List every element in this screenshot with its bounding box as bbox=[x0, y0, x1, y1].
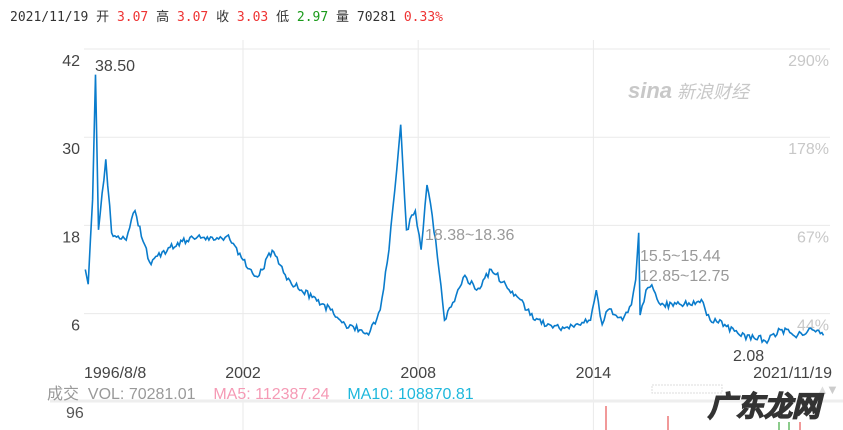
range-slider[interactable] bbox=[651, 384, 723, 394]
x-tick-label: 2002 bbox=[225, 365, 261, 382]
price-line bbox=[84, 74, 825, 345]
x-tick-label: 2021/11/19 bbox=[753, 365, 832, 382]
volume-ymax: 96 bbox=[66, 405, 84, 422]
scroll-up-icon[interactable]: ▲ bbox=[816, 382, 829, 397]
annotation-2015-b: 12.85~12.75 bbox=[640, 268, 730, 285]
y-tick-label: 42 bbox=[62, 53, 80, 70]
close-label: 收 bbox=[216, 10, 230, 25]
x-tick-label: 2008 bbox=[400, 365, 436, 382]
low-label: 低 bbox=[276, 10, 290, 25]
high-label: 高 bbox=[156, 10, 170, 25]
change-value: 0.33% bbox=[403, 10, 443, 25]
vol-value: VOL: 70281.01 bbox=[87, 386, 196, 403]
date: 2021/11/19 bbox=[10, 10, 89, 25]
scroll-down-icon[interactable]: ▼ bbox=[826, 382, 839, 397]
volume-value: 70281 bbox=[356, 10, 397, 25]
max-label: 38.50 bbox=[95, 58, 135, 75]
quote-header: 2021/11/19 开 3.07 高 3.07 收 3.03 低 2.97 量… bbox=[10, 6, 443, 25]
volume-legend: 成交 VOL: 70281.01 MA5: 112387.24 MA10: 10… bbox=[47, 380, 474, 404]
low-value: 2.97 bbox=[296, 10, 329, 25]
volume-pane-label: 成交 bbox=[47, 386, 80, 403]
site-watermark: 广东龙网 bbox=[707, 390, 821, 423]
y-tick-label: 30 bbox=[62, 141, 80, 158]
pct-tick-label: 178% bbox=[788, 141, 829, 158]
close-value: 3.03 bbox=[236, 10, 269, 25]
y-tick-label: 6 bbox=[71, 318, 80, 335]
volume-label: 量 bbox=[336, 10, 350, 25]
annotation-2008: 18.38~18.36 bbox=[425, 227, 515, 244]
y-tick-label: 18 bbox=[62, 229, 80, 246]
min-label: 2.08 bbox=[733, 348, 764, 365]
pct-tick-label: 290% bbox=[788, 53, 829, 70]
pct-tick-label: 44% bbox=[797, 318, 829, 335]
x-tick-label: 1996/8/8 bbox=[84, 365, 146, 382]
sina-logo: sina 新浪财经 bbox=[628, 78, 750, 103]
pct-tick-label: 67% bbox=[797, 229, 829, 246]
open-label: 开 bbox=[96, 10, 110, 25]
open-value: 3.07 bbox=[116, 10, 149, 25]
x-tick-label: 2014 bbox=[576, 365, 612, 382]
annotation-2015-a: 15.5~15.44 bbox=[640, 248, 721, 265]
ma5-value: MA5: 112387.24 bbox=[213, 386, 330, 403]
high-value: 3.07 bbox=[176, 10, 209, 25]
ma10-value: MA10: 108870.81 bbox=[347, 386, 474, 403]
